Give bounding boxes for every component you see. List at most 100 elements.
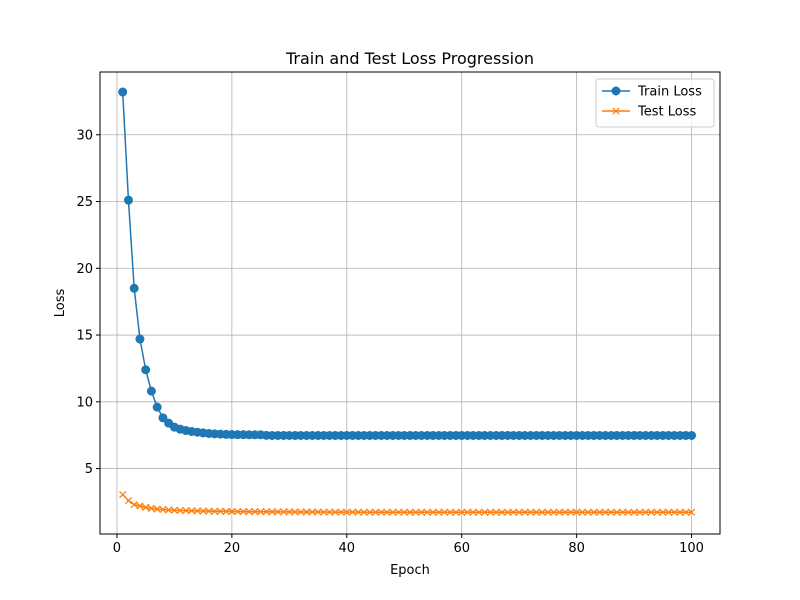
data-point-x	[228, 507, 236, 516]
data-point-x	[348, 508, 357, 516]
data-point-circle	[146, 386, 156, 396]
data-point-x	[446, 508, 454, 516]
data-point-x	[584, 508, 592, 516]
data-point-x	[297, 508, 305, 516]
data-point-circle	[152, 402, 162, 412]
legend-marker	[611, 86, 621, 96]
data-point-circle	[135, 334, 145, 344]
data-point-x	[377, 508, 385, 516]
data-point-x	[475, 508, 483, 516]
x-tick-label: 80	[568, 541, 585, 556]
x-tick-label: 0	[113, 541, 121, 556]
data-point-x	[417, 508, 426, 516]
data-point-x	[429, 508, 437, 516]
data-point-x	[400, 508, 408, 516]
data-point-x	[216, 507, 225, 515]
data-point-x	[670, 508, 678, 516]
legend-item: Test Loss	[602, 105, 696, 120]
series-line	[122, 494, 692, 513]
data-point-x	[256, 508, 265, 516]
data-point-x	[268, 508, 276, 516]
data-point-x	[504, 508, 512, 516]
data-point-x	[262, 508, 271, 516]
data-point-circle	[129, 283, 139, 293]
data-point-x	[555, 508, 564, 516]
data-point-x	[153, 505, 161, 513]
data-point-x	[199, 507, 207, 515]
series-train-loss	[118, 87, 697, 440]
data-point-x	[567, 508, 575, 516]
data-point-x	[360, 508, 368, 516]
data-point-x	[222, 507, 230, 516]
series-layer	[118, 87, 697, 516]
y-tick-label: 5	[85, 462, 93, 477]
data-point-x	[636, 508, 644, 516]
data-point-x	[130, 500, 138, 509]
data-point-x	[406, 508, 414, 516]
chart-title: Train and Test Loss Progression	[285, 49, 534, 68]
data-point-x	[590, 508, 598, 516]
data-point-x	[325, 508, 334, 516]
data-point-x	[124, 496, 133, 505]
legend-item: Train Loss	[602, 85, 702, 100]
grid	[100, 72, 720, 534]
data-point-x	[440, 508, 449, 516]
x-tick-label: 20	[224, 541, 241, 556]
legend-marker	[612, 107, 620, 115]
data-point-x	[285, 508, 293, 516]
x-axis-label: Epoch	[390, 563, 430, 578]
data-point-x	[412, 508, 420, 516]
data-point-x	[630, 508, 638, 516]
data-point-x	[233, 507, 242, 516]
data-point-x	[538, 508, 546, 516]
data-point-x	[549, 508, 558, 516]
data-point-x	[187, 507, 196, 515]
data-point-x	[394, 508, 403, 516]
data-point-x	[618, 508, 627, 516]
data-point-x	[469, 508, 477, 516]
data-point-x	[481, 508, 489, 516]
data-point-x	[687, 508, 696, 516]
data-point-x	[274, 508, 282, 516]
data-point-x	[676, 508, 684, 516]
data-point-x	[452, 508, 460, 516]
plot-area-frame	[99, 71, 721, 535]
data-point-x	[142, 503, 150, 511]
legend-label: Test Loss	[637, 105, 696, 120]
data-point-x	[463, 508, 472, 516]
data-point-x	[371, 508, 380, 516]
data-point-x	[245, 507, 253, 516]
data-point-x	[279, 508, 288, 516]
data-point-x	[521, 508, 529, 516]
data-point-x	[492, 508, 500, 516]
data-point-x	[458, 508, 466, 516]
data-point-x	[205, 507, 213, 515]
data-point-x	[607, 508, 615, 516]
y-axis-label: Loss	[53, 289, 68, 318]
data-point-x	[193, 507, 202, 515]
data-point-x	[664, 508, 673, 516]
data-point-x	[176, 506, 184, 515]
data-point-x	[423, 508, 431, 516]
data-point-x	[210, 507, 219, 515]
data-point-circle	[141, 365, 151, 375]
y-tick-label: 25	[76, 195, 93, 210]
data-point-x	[595, 508, 604, 516]
data-point-x	[601, 508, 610, 516]
data-point-x	[544, 508, 552, 516]
data-point-x	[354, 508, 362, 516]
y-tick-label: 30	[76, 128, 93, 143]
data-point-x	[119, 490, 127, 499]
ticks: 0 20 40 60 80 100 5 10 15 20 25 30	[76, 128, 704, 556]
data-point-x	[653, 508, 661, 516]
data-point-x	[641, 508, 650, 516]
x-tick-label: 40	[339, 541, 356, 556]
data-point-x	[532, 508, 541, 516]
data-point-circle	[123, 195, 133, 205]
data-point-x	[527, 508, 535, 516]
data-point-x	[435, 508, 443, 516]
data-point-x	[383, 508, 391, 516]
data-point-x	[291, 508, 299, 516]
data-point-x	[302, 508, 311, 516]
x-tick-label: 60	[453, 541, 470, 556]
